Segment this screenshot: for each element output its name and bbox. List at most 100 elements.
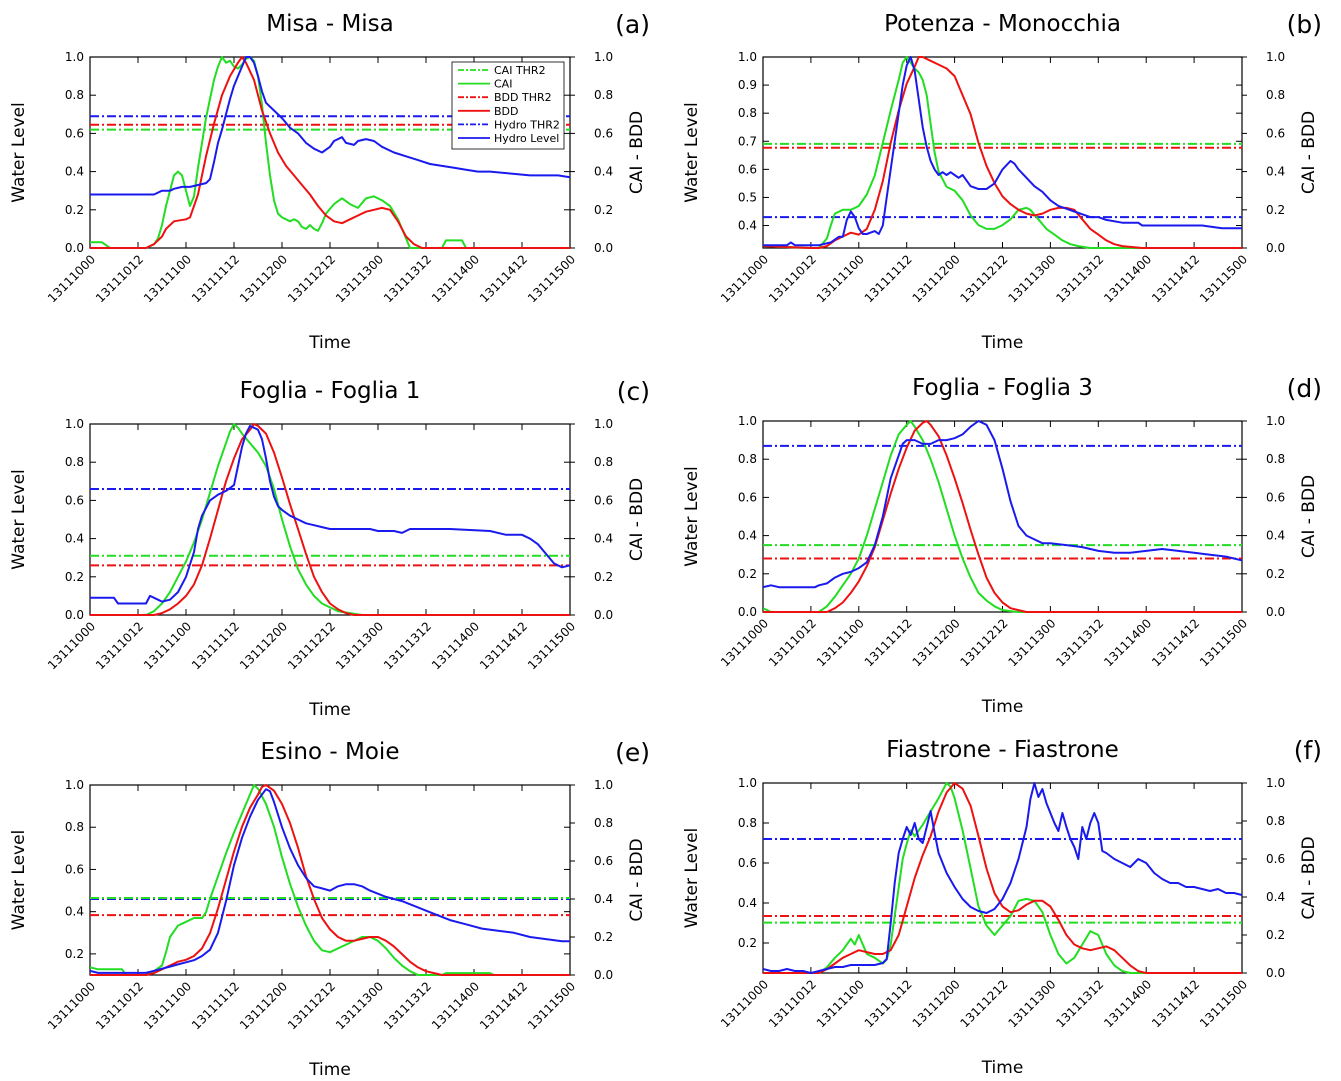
x-tick-label: 13111412 — [477, 252, 530, 305]
chart-panel: Foglia - Foglia 3 (d) 0.0 0.2 0.4 0.6 0.8 1.0 0.… — [682, 374, 1322, 717]
y-tick-label: 0.5 — [738, 190, 757, 204]
x-axis-label: Time — [308, 333, 351, 353]
y2-tick-label: 0.8 — [594, 455, 613, 469]
y-tick-label: 0.8 — [738, 816, 757, 830]
panel-label: (e) — [615, 738, 650, 767]
y-tick-label: 1.0 — [65, 417, 84, 431]
bdd-series-line — [763, 56, 1242, 249]
x-tick-label: 13111012 — [93, 252, 146, 305]
y2-tick-label: 0.8 — [594, 88, 613, 102]
chart-panel: Foglia - Foglia 1 (c) 0.0 0.2 0.4 0.6 0.8 1.0 0.… — [9, 377, 650, 720]
x-tick-label: 13111300 — [1005, 977, 1058, 1030]
x-tick-label: 13111312 — [381, 252, 434, 305]
x-tick-label: 13111312 — [1053, 616, 1106, 669]
plot-frame — [762, 782, 1243, 974]
y-tick-label: 0.4 — [65, 905, 84, 919]
y-tick-label: 0.4 — [738, 896, 757, 910]
x-tick-label: 13111412 — [477, 979, 530, 1032]
y2-tick-label: 0.2 — [1266, 203, 1285, 217]
x-tick-label: 13111200 — [237, 252, 290, 305]
x-tick-label: 13111312 — [381, 979, 434, 1032]
bdd-series-line — [763, 782, 1242, 974]
plot-frame — [762, 420, 1243, 613]
y2-tick-label: 0.0 — [1266, 966, 1285, 980]
x-tick-label: 13111000 — [45, 979, 98, 1032]
x-tick-label: 13111000 — [45, 619, 98, 672]
x-axis-label: Time — [981, 1058, 1024, 1078]
y-tick-label: 0.6 — [65, 126, 84, 140]
plot-frame — [89, 784, 571, 976]
legend-box — [451, 61, 565, 150]
y2-axis-label: CAI - BDD — [1299, 836, 1319, 919]
x-tick-label: 13111200 — [910, 977, 963, 1030]
y2-tick-label: 1.0 — [1266, 414, 1285, 428]
y2-tick-label: 0.0 — [1266, 241, 1285, 255]
cai-series-line — [90, 423, 570, 616]
y-axis-label: Water Level — [682, 828, 702, 929]
y-tick-label: 1.0 — [65, 778, 84, 792]
y-tick-label: 0.4 — [738, 219, 757, 233]
y-axis-label: Water Level — [9, 102, 29, 203]
x-tick-label: 13111000 — [45, 252, 98, 305]
y-axis-label: Water Level — [9, 469, 29, 570]
x-tick-label: 13111312 — [1053, 977, 1106, 1030]
x-tick-label: 13111212 — [958, 616, 1011, 669]
y-tick-label: 1.0 — [738, 776, 757, 790]
plot-area — [90, 784, 570, 976]
y2-tick-label: 1.0 — [1266, 776, 1285, 790]
x-tick-label: 13111500 — [1197, 616, 1250, 669]
y2-tick-label: 0.6 — [594, 493, 613, 507]
y2-tick-label: 0.4 — [594, 892, 613, 906]
x-tick-label: 13111012 — [93, 619, 146, 672]
legend-label: CAI — [494, 78, 512, 91]
x-tick-label: 13111212 — [285, 619, 338, 672]
x-tick-label: 13111100 — [814, 616, 867, 669]
x-tick-label: 13111000 — [718, 616, 771, 669]
y2-tick-label: 0.6 — [1266, 490, 1285, 504]
plot-area — [763, 56, 1242, 249]
x-tick-label: 13111412 — [1149, 252, 1202, 305]
x-tick-label: 13111000 — [718, 977, 771, 1030]
plot-frame — [762, 56, 1243, 249]
x-tick-label: 13111400 — [1101, 977, 1154, 1030]
y2-tick-label: 0.8 — [1266, 814, 1285, 828]
y2-tick-label: 0.0 — [594, 608, 613, 622]
y2-tick-label: 0.2 — [594, 930, 613, 944]
chart-panel: Fiastrone - Fiastrone (f) 0.2 0.4 0.6 0.8 1.0 0… — [682, 736, 1322, 1078]
y2-axis-label: CAI - BDD — [1299, 111, 1319, 194]
y-tick-label: 0.9 — [738, 78, 757, 92]
y-tick-label: 0.2 — [65, 947, 84, 961]
chart-title: Potenza - Monocchia — [884, 11, 1121, 37]
y-tick-label: 0.6 — [738, 490, 757, 504]
x-tick-label: 13111400 — [1101, 252, 1154, 305]
y2-tick-label: 1.0 — [1266, 50, 1285, 64]
x-tick-label: 13111300 — [1005, 616, 1058, 669]
y2-tick-label: 0.4 — [1266, 165, 1285, 179]
y2-tick-label: 0.4 — [1266, 890, 1285, 904]
y2-tick-label: 0.2 — [1266, 567, 1285, 581]
x-tick-label: 13111200 — [237, 979, 290, 1032]
bdd-series-line — [90, 56, 570, 249]
y-tick-label: 0.8 — [738, 106, 757, 120]
y-tick-label: 0.7 — [738, 134, 757, 148]
y2-tick-label: 0.6 — [594, 854, 613, 868]
x-tick-label: 13111100 — [814, 252, 867, 305]
y-axis-label: Water Level — [682, 102, 702, 203]
x-axis-label: Time — [308, 700, 351, 720]
x-tick-label: 13111500 — [525, 619, 578, 672]
y-axis-label: Water Level — [9, 830, 29, 931]
y2-tick-label: 0.8 — [594, 816, 613, 830]
y2-tick-label: 0.6 — [1266, 852, 1285, 866]
x-tick-label: 13111300 — [333, 619, 386, 672]
plot-area — [90, 423, 570, 616]
legend-label: BDD — [494, 105, 519, 118]
y2-axis-label: CAI - BDD — [627, 111, 647, 194]
y-tick-label: 0.4 — [738, 529, 757, 543]
x-tick-label: 13111500 — [525, 979, 578, 1032]
x-tick-label: 13111200 — [910, 616, 963, 669]
hydro-series-line — [763, 56, 1242, 247]
chart-title: Misa - Misa — [266, 11, 394, 37]
chart-title: Fiastrone - Fiastrone — [886, 737, 1119, 763]
y2-tick-label: 0.0 — [594, 968, 613, 982]
